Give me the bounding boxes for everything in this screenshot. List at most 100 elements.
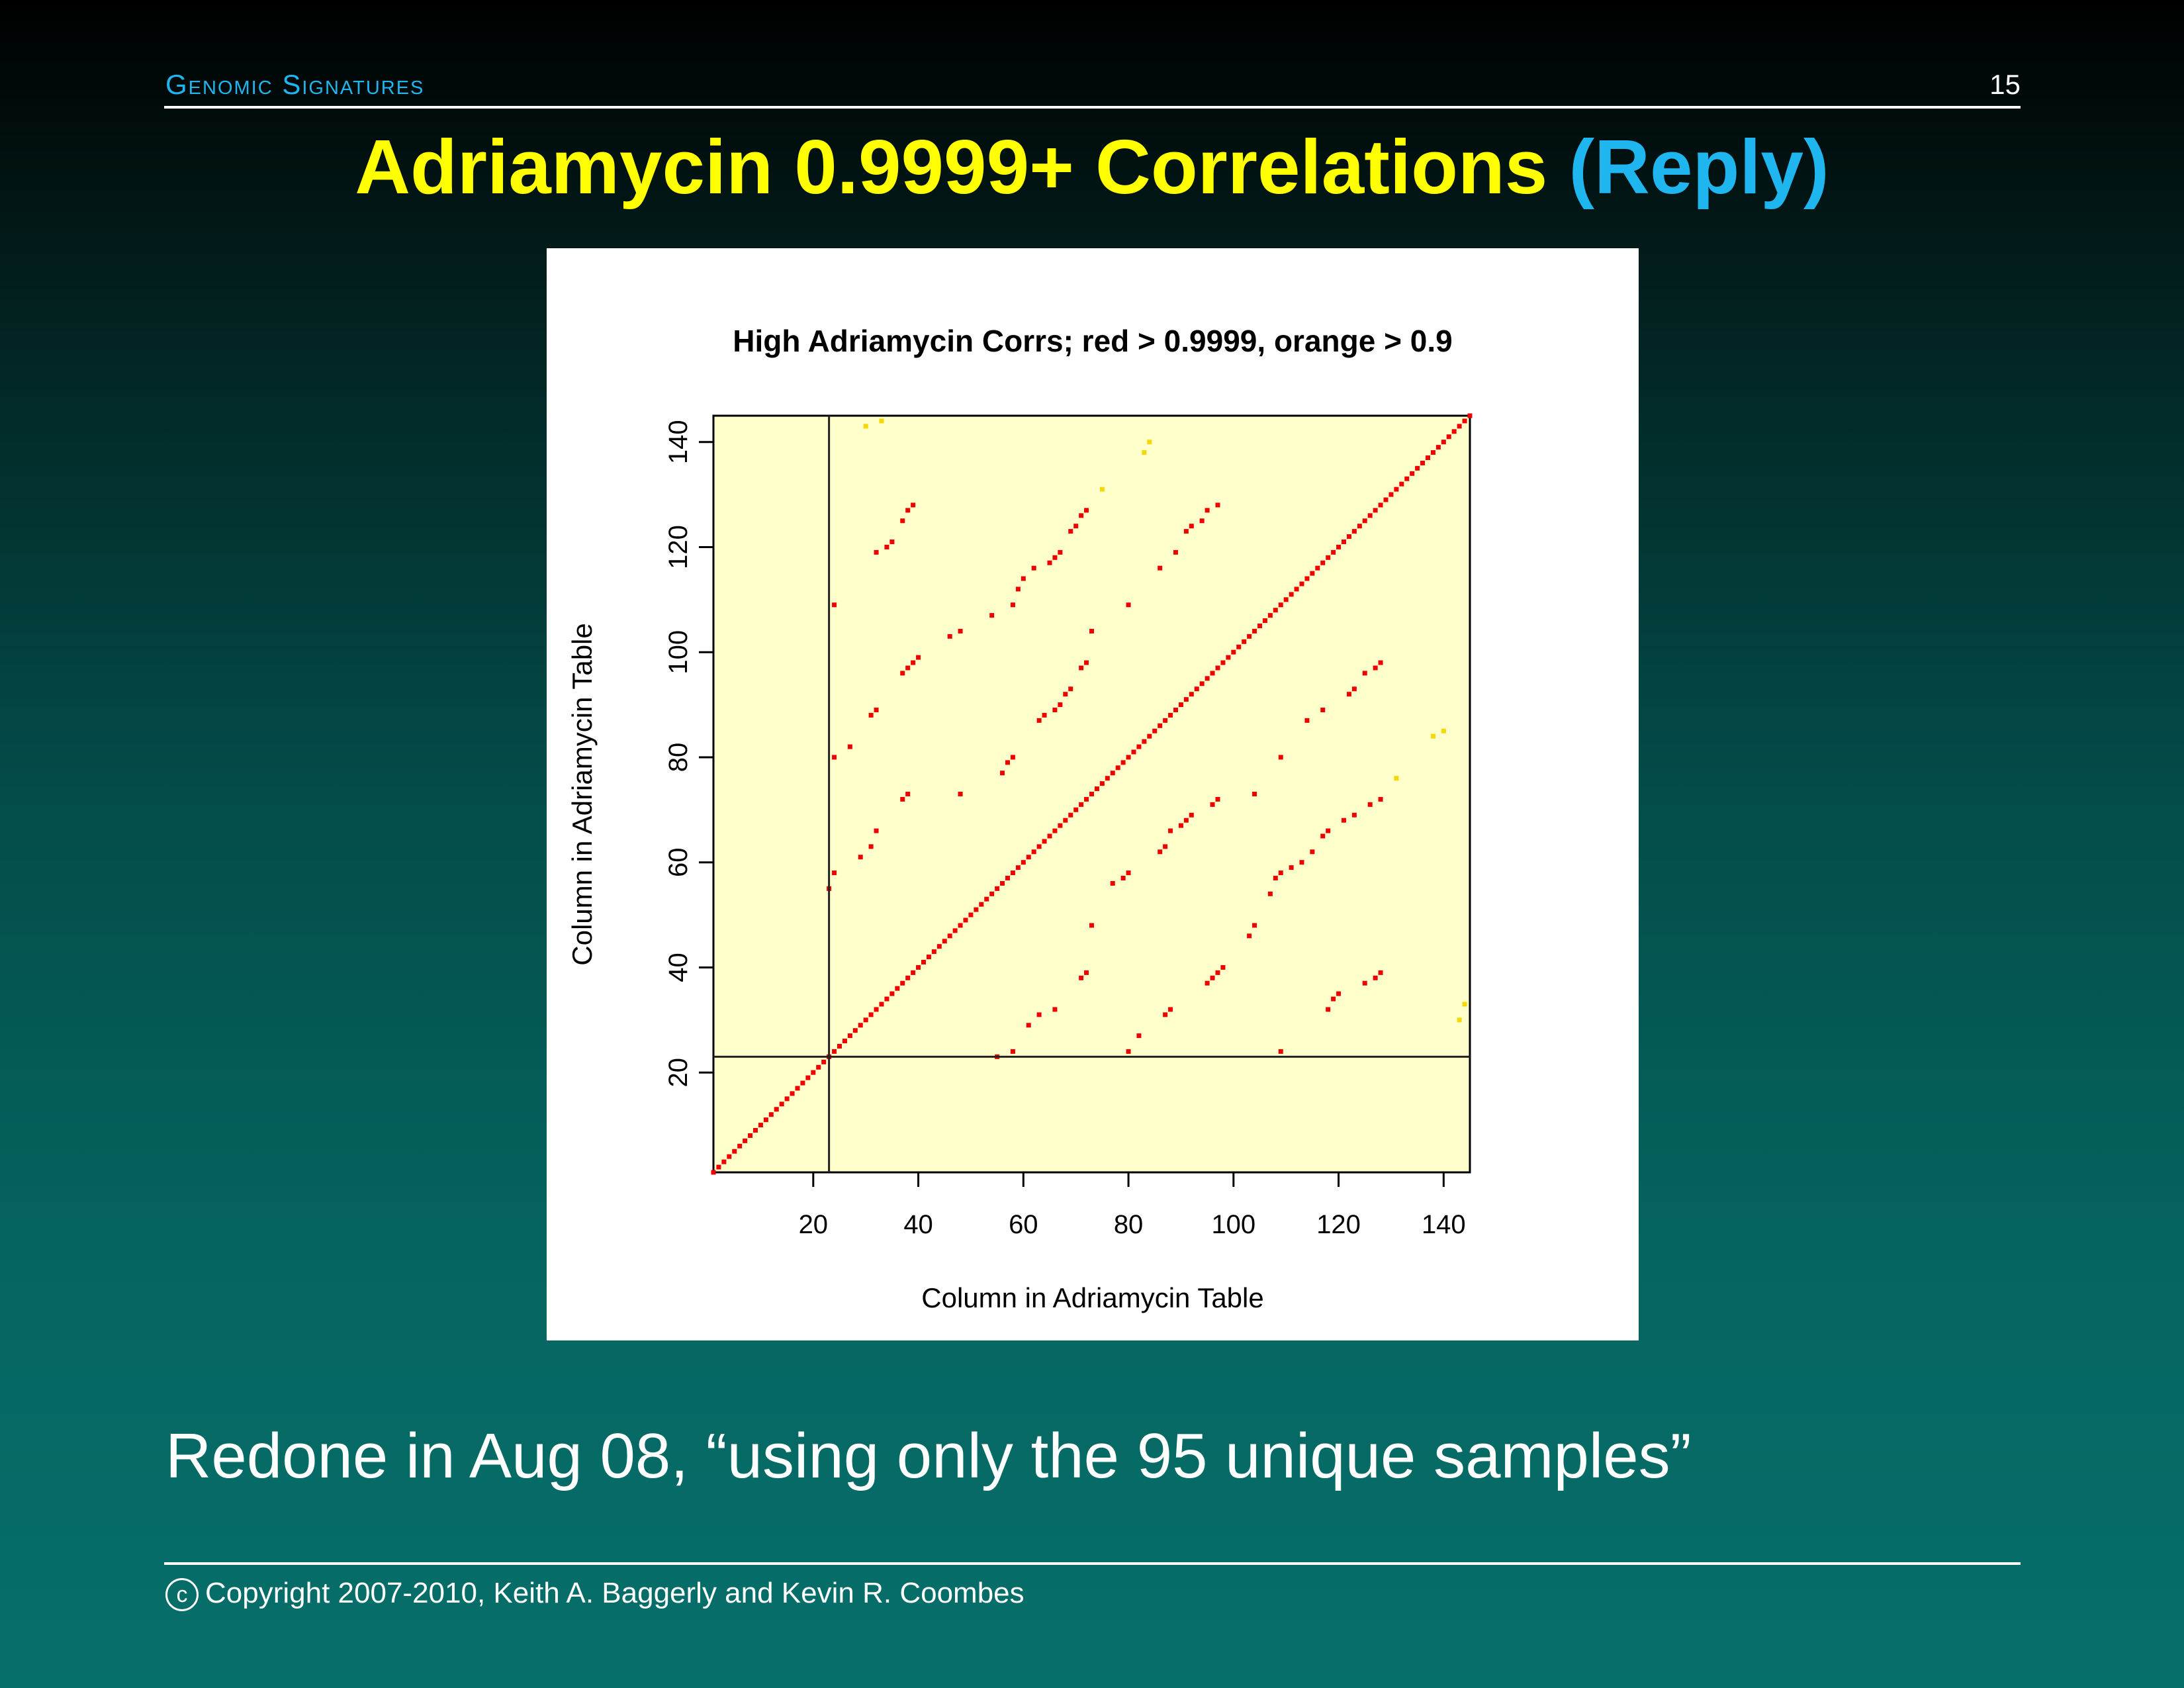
data-point-red bbox=[905, 665, 911, 671]
data-point-red bbox=[1252, 792, 1257, 796]
data-point-red bbox=[1252, 923, 1257, 928]
data-point-red bbox=[1367, 802, 1373, 807]
data-point-red bbox=[1042, 712, 1047, 718]
data-point-red-diagonal bbox=[800, 1080, 805, 1086]
x-axis-label: Column in Adriamycin Table bbox=[921, 1282, 1263, 1313]
data-point-red-diagonal bbox=[763, 1117, 768, 1123]
data-point-red-diagonal bbox=[1031, 849, 1036, 855]
data-point-red-diagonal bbox=[1410, 471, 1415, 476]
data-point-red-diagonal bbox=[1426, 455, 1430, 460]
chart-marks bbox=[711, 413, 1473, 1175]
data-point-red-diagonal bbox=[1262, 618, 1267, 624]
data-point-red bbox=[1320, 833, 1326, 839]
data-point-red-diagonal bbox=[1304, 576, 1310, 581]
data-point-red-diagonal bbox=[1142, 739, 1147, 744]
data-point-red-diagonal bbox=[1326, 555, 1331, 560]
data-point-red-diagonal bbox=[1183, 697, 1189, 702]
data-point-red-diagonal bbox=[1435, 445, 1441, 450]
data-point-red bbox=[989, 613, 995, 618]
data-point-red-diagonal bbox=[727, 1154, 732, 1159]
data-point-red bbox=[947, 633, 952, 639]
data-point-red-diagonal bbox=[837, 1044, 842, 1049]
data-point-red bbox=[1362, 980, 1367, 986]
data-point-red bbox=[1089, 923, 1094, 928]
data-point-red bbox=[1215, 502, 1220, 508]
data-point-red bbox=[1205, 508, 1210, 513]
data-point-red-diagonal bbox=[779, 1102, 784, 1107]
x-tick-label: 120 bbox=[1316, 1210, 1361, 1239]
data-point-red-diagonal bbox=[1451, 429, 1457, 434]
data-point-red bbox=[1052, 1007, 1058, 1012]
data-point-red-diagonal bbox=[1105, 776, 1110, 781]
data-point-red-diagonal bbox=[916, 964, 921, 970]
data-point-red bbox=[1373, 665, 1378, 671]
data-point-orange bbox=[1142, 450, 1147, 455]
data-point-red-diagonal bbox=[1084, 796, 1089, 802]
data-point-red bbox=[1163, 844, 1168, 849]
data-point-red bbox=[1299, 860, 1304, 865]
data-point-red bbox=[900, 671, 905, 676]
data-point-red bbox=[1036, 718, 1042, 723]
data-point-red-diagonal bbox=[1399, 481, 1404, 487]
y-tick-label: 100 bbox=[664, 630, 693, 675]
data-point-red-diagonal bbox=[1273, 608, 1278, 613]
data-point-red-diagonal bbox=[1462, 418, 1467, 424]
data-point-red-diagonal bbox=[743, 1138, 748, 1143]
y-axis-label: Column in Adriamycin Table bbox=[567, 623, 598, 965]
data-point-red-diagonal bbox=[1015, 865, 1021, 870]
data-point-red bbox=[847, 744, 852, 749]
data-point-red-diagonal bbox=[816, 1064, 821, 1070]
data-point-red bbox=[1346, 692, 1351, 697]
data-point-red bbox=[1215, 970, 1220, 975]
data-point-red-diagonal bbox=[1000, 880, 1005, 886]
data-point-red bbox=[1215, 796, 1220, 802]
data-point-red bbox=[1036, 1012, 1042, 1017]
data-point-red-diagonal bbox=[1373, 508, 1378, 513]
data-point-red bbox=[1189, 524, 1194, 529]
data-point-red-diagonal bbox=[989, 891, 995, 896]
data-point-red bbox=[1210, 975, 1215, 980]
data-point-red-diagonal bbox=[737, 1143, 743, 1149]
data-point-red-diagonal bbox=[1404, 476, 1410, 481]
data-point-red-diagonal bbox=[1415, 465, 1420, 471]
data-point-red-diagonal bbox=[936, 944, 942, 949]
data-point-red bbox=[1058, 702, 1063, 708]
data-point-red bbox=[1278, 870, 1283, 876]
data-point-red bbox=[1031, 565, 1036, 571]
data-point-red bbox=[1326, 1007, 1331, 1012]
chart-title: High Adriamycin Corrs; red > 0.9999, ora… bbox=[733, 324, 1452, 358]
data-point-red-diagonal bbox=[1073, 807, 1079, 812]
data-point-red bbox=[1273, 876, 1278, 880]
data-point-red-diagonal bbox=[774, 1107, 779, 1112]
data-point-red-diagonal bbox=[732, 1149, 737, 1154]
data-point-red-diagonal bbox=[1252, 628, 1257, 633]
data-point-red-diagonal bbox=[1231, 649, 1236, 655]
data-point-red-diagonal bbox=[1220, 660, 1226, 665]
data-point-red-diagonal bbox=[1005, 876, 1010, 880]
data-point-red-diagonal bbox=[1267, 613, 1273, 618]
data-point-red bbox=[1178, 823, 1183, 828]
data-point-red-diagonal bbox=[1110, 771, 1115, 776]
data-point-red bbox=[958, 792, 963, 796]
data-point-red-diagonal bbox=[811, 1070, 816, 1075]
data-point-red-diagonal bbox=[1294, 586, 1299, 592]
title-reply: (Reply) bbox=[1569, 124, 1829, 210]
data-point-red-diagonal bbox=[1099, 781, 1105, 786]
data-point-red bbox=[1120, 876, 1126, 880]
data-point-red-diagonal bbox=[1342, 539, 1346, 544]
data-point-red-diagonal bbox=[889, 991, 895, 996]
data-point-red-diagonal bbox=[1178, 702, 1183, 708]
data-point-red-diagonal bbox=[1199, 681, 1205, 686]
data-point-red-diagonal bbox=[1320, 560, 1326, 565]
data-point-red-diagonal bbox=[1163, 718, 1168, 723]
data-point-red bbox=[1005, 760, 1010, 765]
data-point-red bbox=[1168, 828, 1173, 833]
data-point-red bbox=[874, 828, 879, 833]
x-tick-label: 100 bbox=[1211, 1210, 1255, 1239]
data-point-red bbox=[1320, 708, 1326, 712]
data-point-red-diagonal bbox=[1378, 502, 1383, 508]
data-point-red-diagonal bbox=[1063, 818, 1068, 823]
data-point-red bbox=[874, 708, 879, 712]
data-point-red bbox=[874, 549, 879, 555]
data-point-red bbox=[868, 712, 874, 718]
